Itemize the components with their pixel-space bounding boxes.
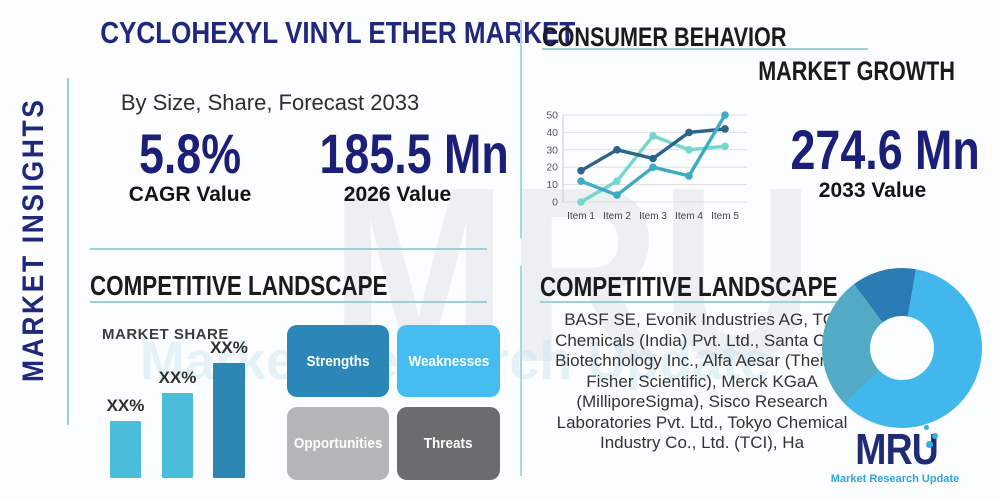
consumer-behavior-heading: CONSUMER BEHAVIOR	[542, 22, 848, 53]
column-divider-bottom	[520, 266, 522, 476]
logo-droplet-icon	[926, 441, 933, 448]
market-share-bar-value: XX%	[210, 338, 248, 357]
market-share-bar	[162, 392, 193, 478]
market-share-bar	[213, 363, 245, 478]
page-title-text: CYCLOHEXYL VINYL ETHER MARKET	[100, 15, 576, 50]
svg-text:10: 10	[546, 179, 558, 191]
cagr-stat: 5.8% CAGR Value	[95, 122, 285, 207]
cagr-value: 5.8%	[138, 122, 242, 185]
logo-droplet-icon	[924, 425, 929, 430]
svg-text:50: 50	[546, 110, 558, 122]
page-subtitle: By Size, Share, Forecast 2033	[120, 90, 420, 115]
mru-logo: MRU	[832, 428, 962, 472]
swot-threats-label: Threats	[424, 435, 473, 452]
swot-opportunities-card: Opportunities	[287, 407, 389, 480]
swot-threats-card: Threats	[397, 407, 500, 480]
svg-text:Item 1: Item 1	[567, 211, 595, 222]
market-growth-heading: MARKET GROWTH	[655, 56, 955, 87]
logo-droplet-icon	[932, 433, 938, 439]
base-year-label: 2026 Value	[343, 183, 452, 206]
svg-text:Item 5: Item 5	[711, 211, 739, 222]
market-share-bar	[110, 420, 141, 478]
svg-text:30: 30	[546, 144, 558, 156]
left-rail-divider	[67, 78, 69, 425]
swot-weaknesses-card: Weaknesses	[397, 325, 500, 397]
column-divider-top	[520, 20, 522, 238]
page-title: CYCLOHEXYL VINYL ETHER MARKET	[55, 15, 575, 51]
competitive-landscape-right-underline	[540, 301, 870, 303]
market-share-label: MARKET SHARE	[102, 326, 229, 343]
forecast-value: 274.6 Mn	[790, 118, 980, 181]
forecast-label: 2033 Value	[818, 179, 927, 202]
competitive-landscape-left-heading: COMPETITIVE LANDSCAPE	[90, 270, 462, 302]
svg-text:0: 0	[552, 197, 558, 209]
competitive-landscape-right-heading-text: COMPETITIVE LANDSCAPE	[540, 271, 838, 302]
forecast-stat: 274.6 Mn 2033 Value	[770, 118, 980, 203]
competitive-landscape-left-heading-text: COMPETITIVE LANDSCAPE	[90, 270, 388, 301]
consumer-behavior-underline	[542, 48, 868, 50]
svg-text:40: 40	[546, 127, 558, 139]
cagr-label: CAGR Value	[128, 183, 252, 206]
svg-text:20: 20	[546, 162, 558, 174]
consumer-behavior-chart: 0 10 20 30 40 50 Item 1 Item 2 Item 3 Item 4 Item …	[546, 110, 747, 222]
base-year-stat: 185.5 Mn 2026 Value	[300, 122, 509, 207]
swot-strengths-label: Strengths	[306, 352, 370, 370]
svg-text:Item 4: Item 4	[675, 211, 703, 222]
key-companies-text: BASF SE, Evonik Industries AG, TCI Chemi…	[555, 310, 849, 452]
consumer-behavior-heading-text: CONSUMER BEHAVIOR	[542, 22, 787, 52]
market-insights-vertical-label: MARKET INSIGHTS	[17, 97, 50, 382]
competitive-landscape-right-heading: COMPETITIVE LANDSCAPE	[540, 271, 912, 303]
left-section-divider	[90, 248, 487, 250]
svg-text:Item 2: Item 2	[603, 211, 631, 222]
swot-strengths-card: Strengths	[287, 325, 389, 397]
svg-text:Item 3: Item 3	[639, 211, 667, 222]
competitive-landscape-left-underline	[90, 301, 487, 303]
swot-opportunities-label: Opportunities	[293, 435, 383, 452]
base-year-value: 185.5 Mn	[319, 122, 509, 185]
market-share-bar-value: XX%	[158, 367, 197, 387]
donut-hole	[870, 316, 934, 380]
mru-logo-text: MRU	[855, 425, 939, 474]
mru-logo-tagline: Market Research Update	[830, 473, 960, 485]
market-growth-heading-text: MARKET GROWTH	[758, 56, 955, 86]
market-share-bar-value: XX%	[106, 395, 145, 415]
swot-weaknesses-label: Weaknesses	[408, 352, 489, 370]
